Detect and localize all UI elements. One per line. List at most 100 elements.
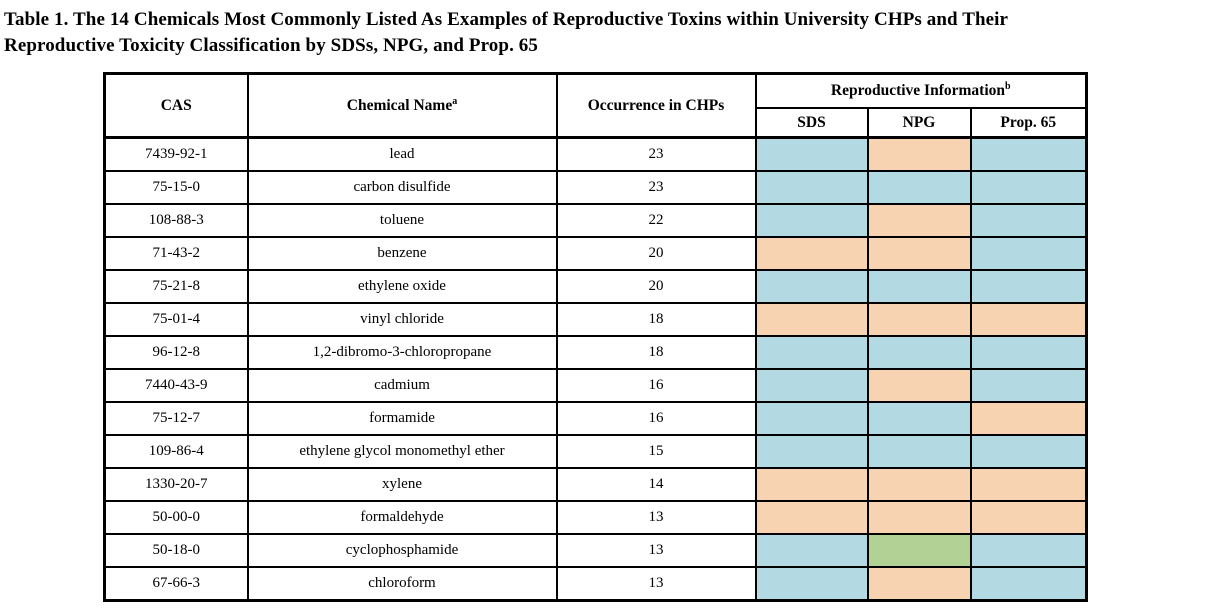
npg-classification-cell bbox=[866, 302, 972, 337]
cas-cell: 96-12-8 bbox=[103, 335, 249, 370]
col-header-chemical-name: Chemical Namea bbox=[246, 72, 558, 139]
prop65-classification-cell bbox=[969, 136, 1088, 172]
table-row: 50-00-0 formaldehyde 13 bbox=[103, 500, 1088, 535]
chemical-name-cell: toluene bbox=[246, 203, 558, 238]
prop65-classification-cell bbox=[969, 533, 1088, 568]
occurrence-cell: 13 bbox=[555, 533, 757, 568]
prop65-classification-cell bbox=[969, 170, 1088, 205]
cas-cell: 67-66-3 bbox=[103, 566, 249, 602]
occurrence-cell: 13 bbox=[555, 566, 757, 602]
prop65-classification-cell bbox=[969, 434, 1088, 469]
npg-classification-cell bbox=[866, 533, 972, 568]
col-header-occurrence: Occurrence in CHPs bbox=[555, 72, 757, 139]
occurrence-cell: 18 bbox=[555, 335, 757, 370]
cas-cell: 75-21-8 bbox=[103, 269, 249, 304]
sds-classification-cell bbox=[754, 170, 869, 205]
cas-cell: 75-15-0 bbox=[103, 170, 249, 205]
npg-classification-cell bbox=[866, 368, 972, 403]
table-row: 108-88-3 toluene 22 bbox=[103, 203, 1088, 238]
prop65-classification-cell bbox=[969, 500, 1088, 535]
col-header-cas: CAS bbox=[103, 72, 249, 139]
occurrence-cell: 20 bbox=[555, 236, 757, 271]
npg-classification-cell bbox=[866, 566, 972, 602]
cas-cell: 1330-20-7 bbox=[103, 467, 249, 502]
occurrence-cell: 14 bbox=[555, 467, 757, 502]
col-header-sds: SDS bbox=[754, 107, 869, 139]
chemical-name-cell: cyclophosphamide bbox=[246, 533, 558, 568]
cas-cell: 75-01-4 bbox=[103, 302, 249, 337]
table-row: 96-12-8 1,2-dibromo-3-chloropropane 18 bbox=[103, 335, 1088, 370]
occurrence-cell: 16 bbox=[555, 368, 757, 403]
prop65-classification-cell bbox=[969, 368, 1088, 403]
occurrence-cell: 20 bbox=[555, 269, 757, 304]
table-header: CAS Chemical Namea Occurrence in CHPs Re… bbox=[103, 72, 1088, 139]
footnote-marker-a: a bbox=[452, 95, 458, 107]
table-row: 67-66-3 chloroform 13 bbox=[103, 566, 1088, 602]
chemical-name-cell: cadmium bbox=[246, 368, 558, 403]
table-row: 7439-92-1 lead 23 bbox=[103, 136, 1088, 172]
chemical-name-cell: vinyl chloride bbox=[246, 302, 558, 337]
reproductive-information-header-label: Reproductive Information bbox=[830, 82, 1006, 99]
occurrence-cell: 23 bbox=[555, 136, 757, 172]
cas-cell: 7440-43-9 bbox=[103, 368, 249, 403]
sds-classification-cell bbox=[754, 269, 869, 304]
sds-classification-cell bbox=[754, 302, 869, 337]
occurrence-cell: 18 bbox=[555, 302, 757, 337]
cas-cell: 7439-92-1 bbox=[103, 136, 249, 172]
npg-classification-cell bbox=[866, 500, 972, 535]
occurrence-cell: 23 bbox=[555, 170, 757, 205]
chemical-name-cell: chloroform bbox=[246, 566, 558, 602]
table-body: 7439-92-1 lead 23 75-15-0 carbon disulfi… bbox=[103, 136, 1088, 602]
occurrence-cell: 22 bbox=[555, 203, 757, 238]
chemical-name-cell: benzene bbox=[246, 236, 558, 271]
cas-cell: 75-12-7 bbox=[103, 401, 249, 436]
cas-cell: 71-43-2 bbox=[103, 236, 249, 271]
sds-classification-cell bbox=[754, 533, 869, 568]
table-row: 50-18-0 cyclophosphamide 13 bbox=[103, 533, 1088, 568]
cas-cell: 108-88-3 bbox=[103, 203, 249, 238]
prop65-classification-cell bbox=[969, 302, 1088, 337]
chemical-name-cell: ethylene oxide bbox=[246, 269, 558, 304]
footnote-marker-b: b bbox=[1005, 80, 1011, 92]
cas-cell: 50-18-0 bbox=[103, 533, 249, 568]
col-header-reproductive-information: Reproductive Informationb bbox=[754, 72, 1088, 109]
chemical-name-cell: formamide bbox=[246, 401, 558, 436]
npg-classification-cell bbox=[866, 170, 972, 205]
chemical-name-cell: formaldehyde bbox=[246, 500, 558, 535]
npg-classification-cell bbox=[866, 434, 972, 469]
sds-classification-cell bbox=[754, 566, 869, 602]
reproductive-toxins-table: CAS Chemical Namea Occurrence in CHPs Re… bbox=[103, 72, 1088, 602]
occurrence-cell: 15 bbox=[555, 434, 757, 469]
table-row: 7440-43-9 cadmium 16 bbox=[103, 368, 1088, 403]
npg-classification-cell bbox=[866, 401, 972, 436]
prop65-classification-cell bbox=[969, 566, 1088, 602]
table-row: 75-01-4 vinyl chloride 18 bbox=[103, 302, 1088, 337]
prop65-classification-cell bbox=[969, 401, 1088, 436]
chemical-name-cell: carbon disulfide bbox=[246, 170, 558, 205]
chemical-name-cell: ethylene glycol monomethyl ether bbox=[246, 434, 558, 469]
cas-cell: 109-86-4 bbox=[103, 434, 249, 469]
prop65-classification-cell bbox=[969, 203, 1088, 238]
sds-classification-cell bbox=[754, 236, 869, 271]
sds-classification-cell bbox=[754, 467, 869, 502]
sds-classification-cell bbox=[754, 136, 869, 172]
table-row: 75-12-7 formamide 16 bbox=[103, 401, 1088, 436]
chemical-name-cell: lead bbox=[246, 136, 558, 172]
sds-classification-cell bbox=[754, 335, 869, 370]
chemical-name-header-label: Chemical Name bbox=[346, 96, 453, 114]
prop65-classification-cell bbox=[969, 467, 1088, 502]
table-row: 109-86-4 ethylene glycol monomethyl ethe… bbox=[103, 434, 1088, 469]
col-header-npg: NPG bbox=[866, 107, 972, 139]
sds-classification-cell bbox=[754, 401, 869, 436]
table-caption-line1: Table 1. The 14 Chemicals Most Commonly … bbox=[4, 9, 1009, 30]
npg-classification-cell bbox=[866, 269, 972, 304]
col-header-prop65: Prop. 65 bbox=[969, 107, 1088, 139]
table-row: 1330-20-7 xylene 14 bbox=[103, 467, 1088, 502]
sds-classification-cell bbox=[754, 203, 869, 238]
npg-classification-cell bbox=[866, 136, 972, 172]
occurrence-cell: 16 bbox=[555, 401, 757, 436]
npg-classification-cell bbox=[866, 335, 972, 370]
npg-classification-cell bbox=[866, 236, 972, 271]
table-caption-line2: Reproductive Toxicity Classification by … bbox=[4, 35, 538, 56]
table-row: 75-15-0 carbon disulfide 23 bbox=[103, 170, 1088, 205]
